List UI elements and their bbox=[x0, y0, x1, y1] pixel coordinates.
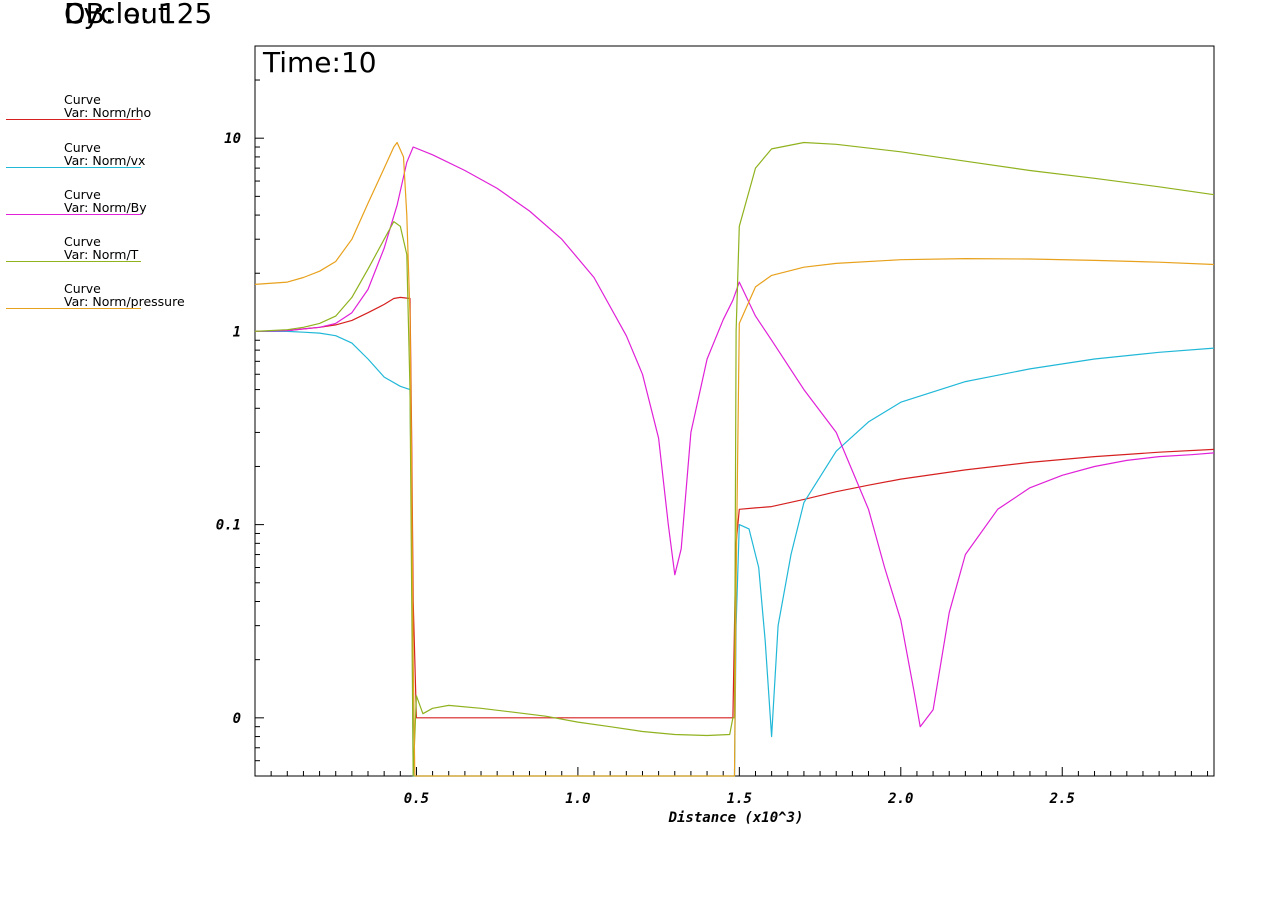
legend-entry-by: Curve Var: Norm/By bbox=[64, 188, 147, 214]
x-axis: 0.5 1.0 1.5 2.0 2.5 bbox=[270, 767, 1209, 807]
x-tick-label: 0.5 bbox=[404, 791, 429, 807]
cycle-label: Cycle: 125 bbox=[64, 0, 213, 30]
legend-swatch-rho bbox=[6, 119, 141, 120]
legend-var-label: Var: Norm/By bbox=[64, 200, 147, 215]
x-tick-label: 1.5 bbox=[727, 791, 752, 807]
legend-var-label: Var: Norm/pressure bbox=[64, 294, 185, 309]
x-axis-label: Distance (x10^3) bbox=[668, 810, 804, 826]
legend-swatch-pressure bbox=[6, 308, 141, 309]
series-line-vx bbox=[255, 330, 1215, 777]
legend-swatch-vx bbox=[6, 167, 141, 168]
legend-swatch-t bbox=[6, 261, 141, 262]
curves bbox=[254, 141, 1215, 777]
y-tick-label: 1 bbox=[233, 324, 241, 340]
legend-var-label: Var: Norm/vx bbox=[64, 153, 146, 168]
legend-entry-t: Curve Var: Norm/T bbox=[64, 235, 138, 261]
series-line-pressure bbox=[254, 141, 1215, 777]
series-line-t bbox=[254, 141, 1215, 777]
y-axis: 10 1 0.1 0 bbox=[216, 45, 264, 777]
database-label: DB: out bbox=[64, 0, 169, 30]
series-line-rho bbox=[254, 296, 1215, 719]
legend-entry-pressure: Curve Var: Norm/pressure bbox=[64, 282, 185, 308]
y-tick-label: 0.1 bbox=[216, 518, 241, 534]
x-tick-label: 2.0 bbox=[887, 791, 913, 807]
time-label: Time:10 bbox=[262, 46, 377, 79]
legend-curve-title: Curve bbox=[64, 92, 101, 107]
y-tick-label: 10 bbox=[224, 131, 241, 147]
legend-swatch-by bbox=[6, 214, 141, 215]
x-tick-label: 1.0 bbox=[565, 791, 590, 807]
y-tick-label: 0 bbox=[233, 711, 241, 727]
x-tick-label: 2.5 bbox=[1049, 791, 1075, 807]
series-line-by bbox=[254, 146, 1215, 728]
legend-entry-rho: Curve Var: Norm/rho bbox=[64, 93, 151, 119]
legend-curve-title: Curve bbox=[64, 234, 101, 249]
legend-curve-title: Curve bbox=[64, 140, 101, 155]
legend-curve-title: Curve bbox=[64, 281, 101, 296]
legend-entry-vx: Curve Var: Norm/vx bbox=[64, 141, 145, 167]
legend-var-label: Var: Norm/T bbox=[64, 247, 139, 262]
legend-curve-title: Curve bbox=[64, 187, 101, 202]
legend-var-label: Var: Norm/rho bbox=[64, 105, 152, 120]
